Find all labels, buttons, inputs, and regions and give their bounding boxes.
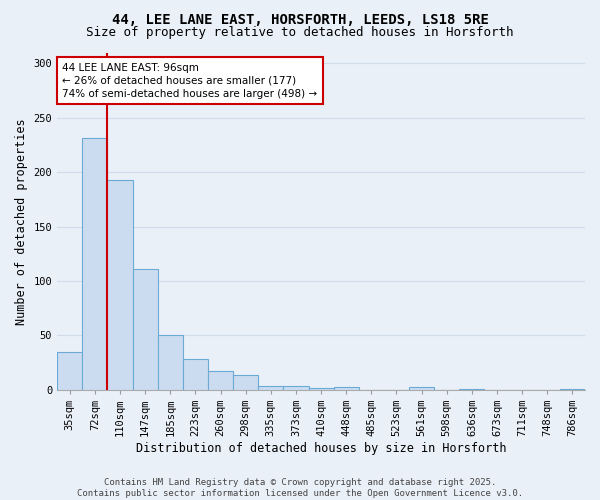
Bar <box>158 336 183 390</box>
Bar <box>82 138 107 390</box>
Bar <box>334 386 359 390</box>
Bar <box>258 386 283 390</box>
Text: 44 LEE LANE EAST: 96sqm
← 26% of detached houses are smaller (177)
74% of semi-d: 44 LEE LANE EAST: 96sqm ← 26% of detache… <box>62 62 317 99</box>
Text: 44, LEE LANE EAST, HORSFORTH, LEEDS, LS18 5RE: 44, LEE LANE EAST, HORSFORTH, LEEDS, LS1… <box>112 12 488 26</box>
Bar <box>183 360 208 390</box>
Bar <box>460 389 484 390</box>
Bar <box>409 386 434 390</box>
Bar <box>560 389 585 390</box>
Bar <box>308 388 334 390</box>
Bar <box>133 269 158 390</box>
Bar <box>107 180 133 390</box>
X-axis label: Distribution of detached houses by size in Horsforth: Distribution of detached houses by size … <box>136 442 506 455</box>
Bar <box>208 372 233 390</box>
Bar <box>283 386 308 390</box>
Bar <box>57 352 82 390</box>
Y-axis label: Number of detached properties: Number of detached properties <box>15 118 28 324</box>
Text: Size of property relative to detached houses in Horsforth: Size of property relative to detached ho… <box>86 26 514 39</box>
Text: Contains HM Land Registry data © Crown copyright and database right 2025.
Contai: Contains HM Land Registry data © Crown c… <box>77 478 523 498</box>
Bar <box>233 374 258 390</box>
